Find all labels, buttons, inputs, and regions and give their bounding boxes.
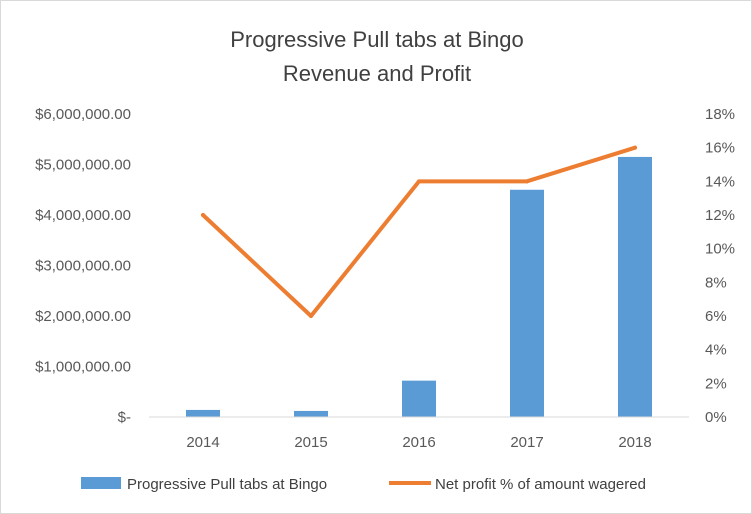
profit-point <box>201 213 205 217</box>
x-tick-label: 2018 <box>618 434 651 451</box>
bar <box>402 380 436 417</box>
y-right-tick-label: 14% <box>705 173 735 190</box>
legend-label-line: Net profit % of amount wagered <box>435 476 646 493</box>
y-right-tick-label: 6% <box>705 308 727 325</box>
profit-point <box>633 145 637 150</box>
chart-title: Progressive Pull tabs at Bingo <box>230 27 524 52</box>
y-left-tick-label: $6,000,000.00 <box>35 106 131 123</box>
y-right-tick-label: 0% <box>705 409 727 426</box>
x-tick-label: 2016 <box>402 434 435 451</box>
y-left-tick-label: $1,000,000.00 <box>35 359 131 376</box>
legend-label-bar: Progressive Pull tabs at Bingo <box>127 476 327 493</box>
bar <box>618 156 652 418</box>
x-tick-label: 2014 <box>186 434 219 451</box>
legend-swatch-bar <box>81 477 121 489</box>
bar <box>294 410 328 417</box>
y-right-tick-label: 12% <box>705 207 735 224</box>
chart-subtitle: Revenue and Profit <box>283 61 471 86</box>
x-tick-label: 2017 <box>510 434 543 451</box>
legend: Progressive Pull tabs at Bingo Net profi… <box>81 476 646 493</box>
y-left-tick-label: $- <box>118 409 131 426</box>
y-left-tick-label: $4,000,000.00 <box>35 207 131 224</box>
profit-point <box>417 179 421 184</box>
y-right-tick-label: 8% <box>705 274 727 291</box>
y-left-tick-label: $2,000,000.00 <box>35 308 131 325</box>
profit-line <box>201 145 637 318</box>
y-right-tick-label: 2% <box>705 375 727 392</box>
profit-point <box>525 179 529 184</box>
y-right-tick-label: 16% <box>705 140 735 157</box>
x-tick-label: 2015 <box>294 434 327 451</box>
y-right-tick-label: 4% <box>705 342 727 359</box>
y-left-tick-label: $3,000,000.00 <box>35 258 131 275</box>
bar <box>510 189 544 417</box>
y-left-tick-label: $5,000,000.00 <box>35 157 131 174</box>
y-right-tick-label: 10% <box>705 241 735 258</box>
bar <box>186 409 220 417</box>
plot-layer: $- $1,000,000.00 $2,000,000.00 $3,000,000.0… <box>35 106 735 451</box>
profit-point <box>309 314 313 318</box>
y-right-tick-label: 18% <box>705 106 735 123</box>
